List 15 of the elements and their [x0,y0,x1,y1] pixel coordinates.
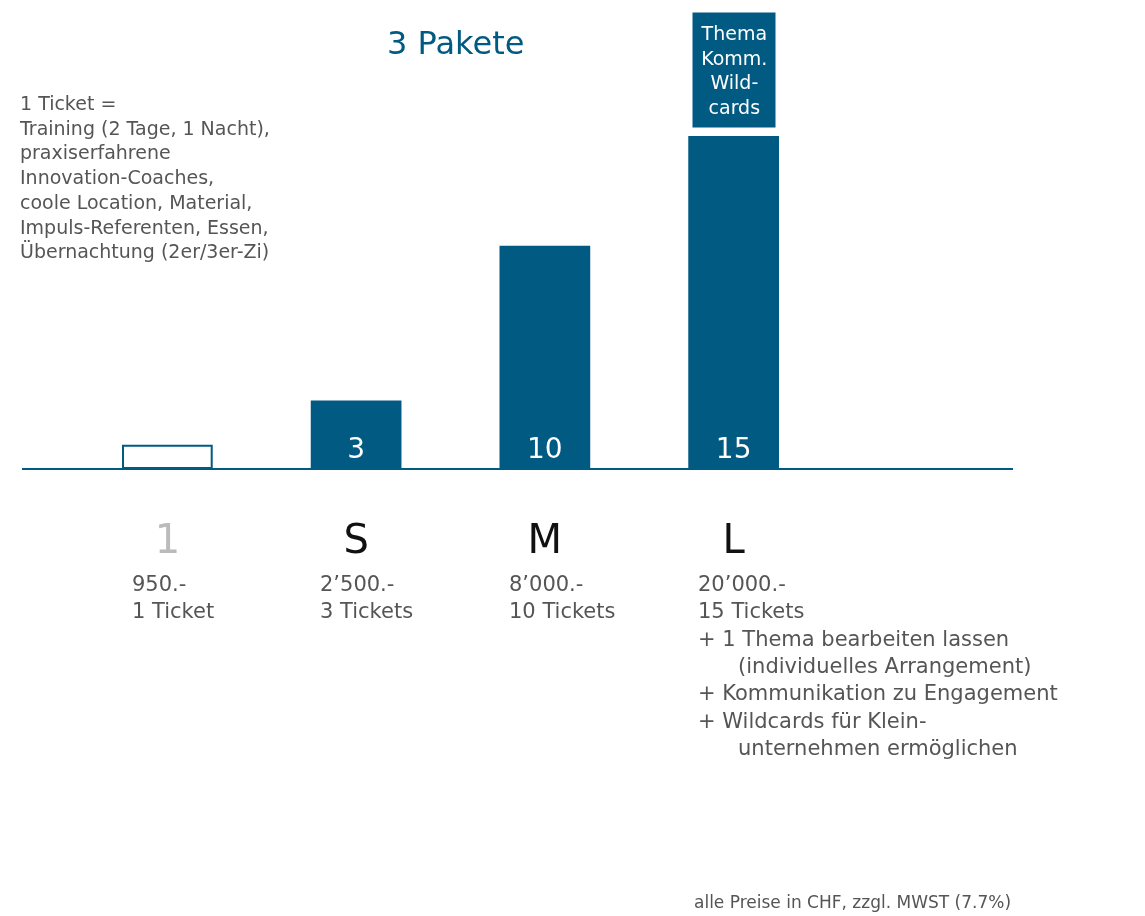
data-label: 3 [347,432,366,465]
chart-title: 3 Pakete [387,24,525,63]
x-tick-label: 1 [154,516,181,562]
text: 950.- 1 Ticket [132,572,215,624]
annotation: 1 Ticket = Training (2 Tage, 1 Nacht), praxiserfahrene Innovation-Coaches, coole Location, Material, Impuls-Referenten, Essen, Übernachtung (2er/3er-Zi) [19,92,270,263]
x-tick-label: S [343,516,369,562]
x-tick-label: M [527,516,563,562]
x-tick-label: L [722,516,746,562]
data-label: 15 [715,432,752,465]
data-label: 10 [527,432,563,465]
annotation: Thema Komm. Wild- cards [700,21,768,119]
text: 2’500.- 3 Tickets [320,572,414,624]
text: 8’000.- 10 Tickets [509,572,616,624]
text: 20’000.- 15 Tickets + 1 Thema bearbeiten lassen (individuelles Arrangement) + Kommunikation zu Engagement + Wildcards für Klein- unternehmen ermöglichen [698,572,1058,760]
text: alle Preise in CHF, zzgl. MWST (7.7%) [694,892,1012,912]
